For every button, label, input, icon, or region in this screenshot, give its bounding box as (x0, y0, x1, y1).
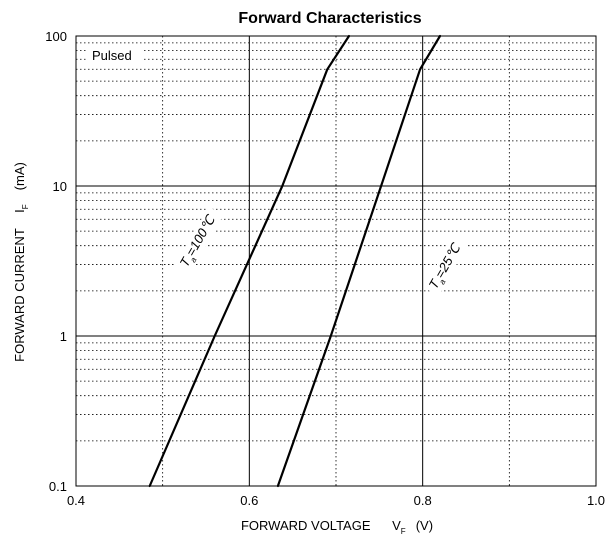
y-tick-label: 10 (53, 179, 67, 194)
series-label-25c: Ta=25℃ (423, 235, 469, 296)
curves (148, 34, 442, 488)
annotation-background (88, 47, 144, 63)
x-axis-label-text: FORWARD VOLTAGE (241, 518, 371, 533)
x-axis-label-subscript: F (401, 527, 406, 536)
x-axis-label-symbol: V (392, 518, 401, 533)
svg-text:Ta=100℃: Ta=100℃ (177, 212, 221, 271)
y-tick-label: 0.1 (49, 479, 67, 494)
y-tick-label: 1 (60, 329, 67, 344)
chart-title: Forward Characteristics (238, 10, 421, 27)
y-tick-labels: 0.1 1 10 100 (45, 29, 67, 494)
y-axis-label-unit: (mA) (12, 162, 27, 190)
series-label-25c-bg (423, 235, 469, 296)
series-line-100c (148, 34, 351, 488)
series-line-25c (276, 34, 442, 488)
svg-text:Ta=25℃: Ta=25℃ (426, 240, 467, 293)
x-tick-label: 0.6 (240, 493, 258, 508)
series-label-100c-sub: a (188, 255, 198, 264)
x-tick-labels: 0.4 0.6 0.8 1.0 (67, 493, 605, 508)
x-axis-label: FORWARD VOLTAGE VF (V) (241, 518, 433, 536)
x-tick-label: 0.8 (414, 493, 432, 508)
x-axis-label-unit: (V) (416, 518, 433, 533)
x-tick-label: 1.0 (587, 493, 605, 508)
y-tick-label: 100 (45, 29, 67, 44)
annotation-pulsed: Pulsed (92, 48, 132, 63)
plot-frame (75, 35, 597, 487)
grid (76, 36, 596, 486)
y-axis-label-subscript: F (21, 204, 30, 209)
series-label-25c-sub: a (437, 277, 447, 286)
x-tick-label: 0.4 (67, 493, 85, 508)
y-axis-label-symbol: I (12, 209, 27, 213)
y-axis-label: FORWARD CURRENT IF (mA) (12, 162, 30, 362)
series-label-100c-bg (174, 206, 224, 274)
y-axis-label-text: FORWARD CURRENT (12, 228, 27, 362)
